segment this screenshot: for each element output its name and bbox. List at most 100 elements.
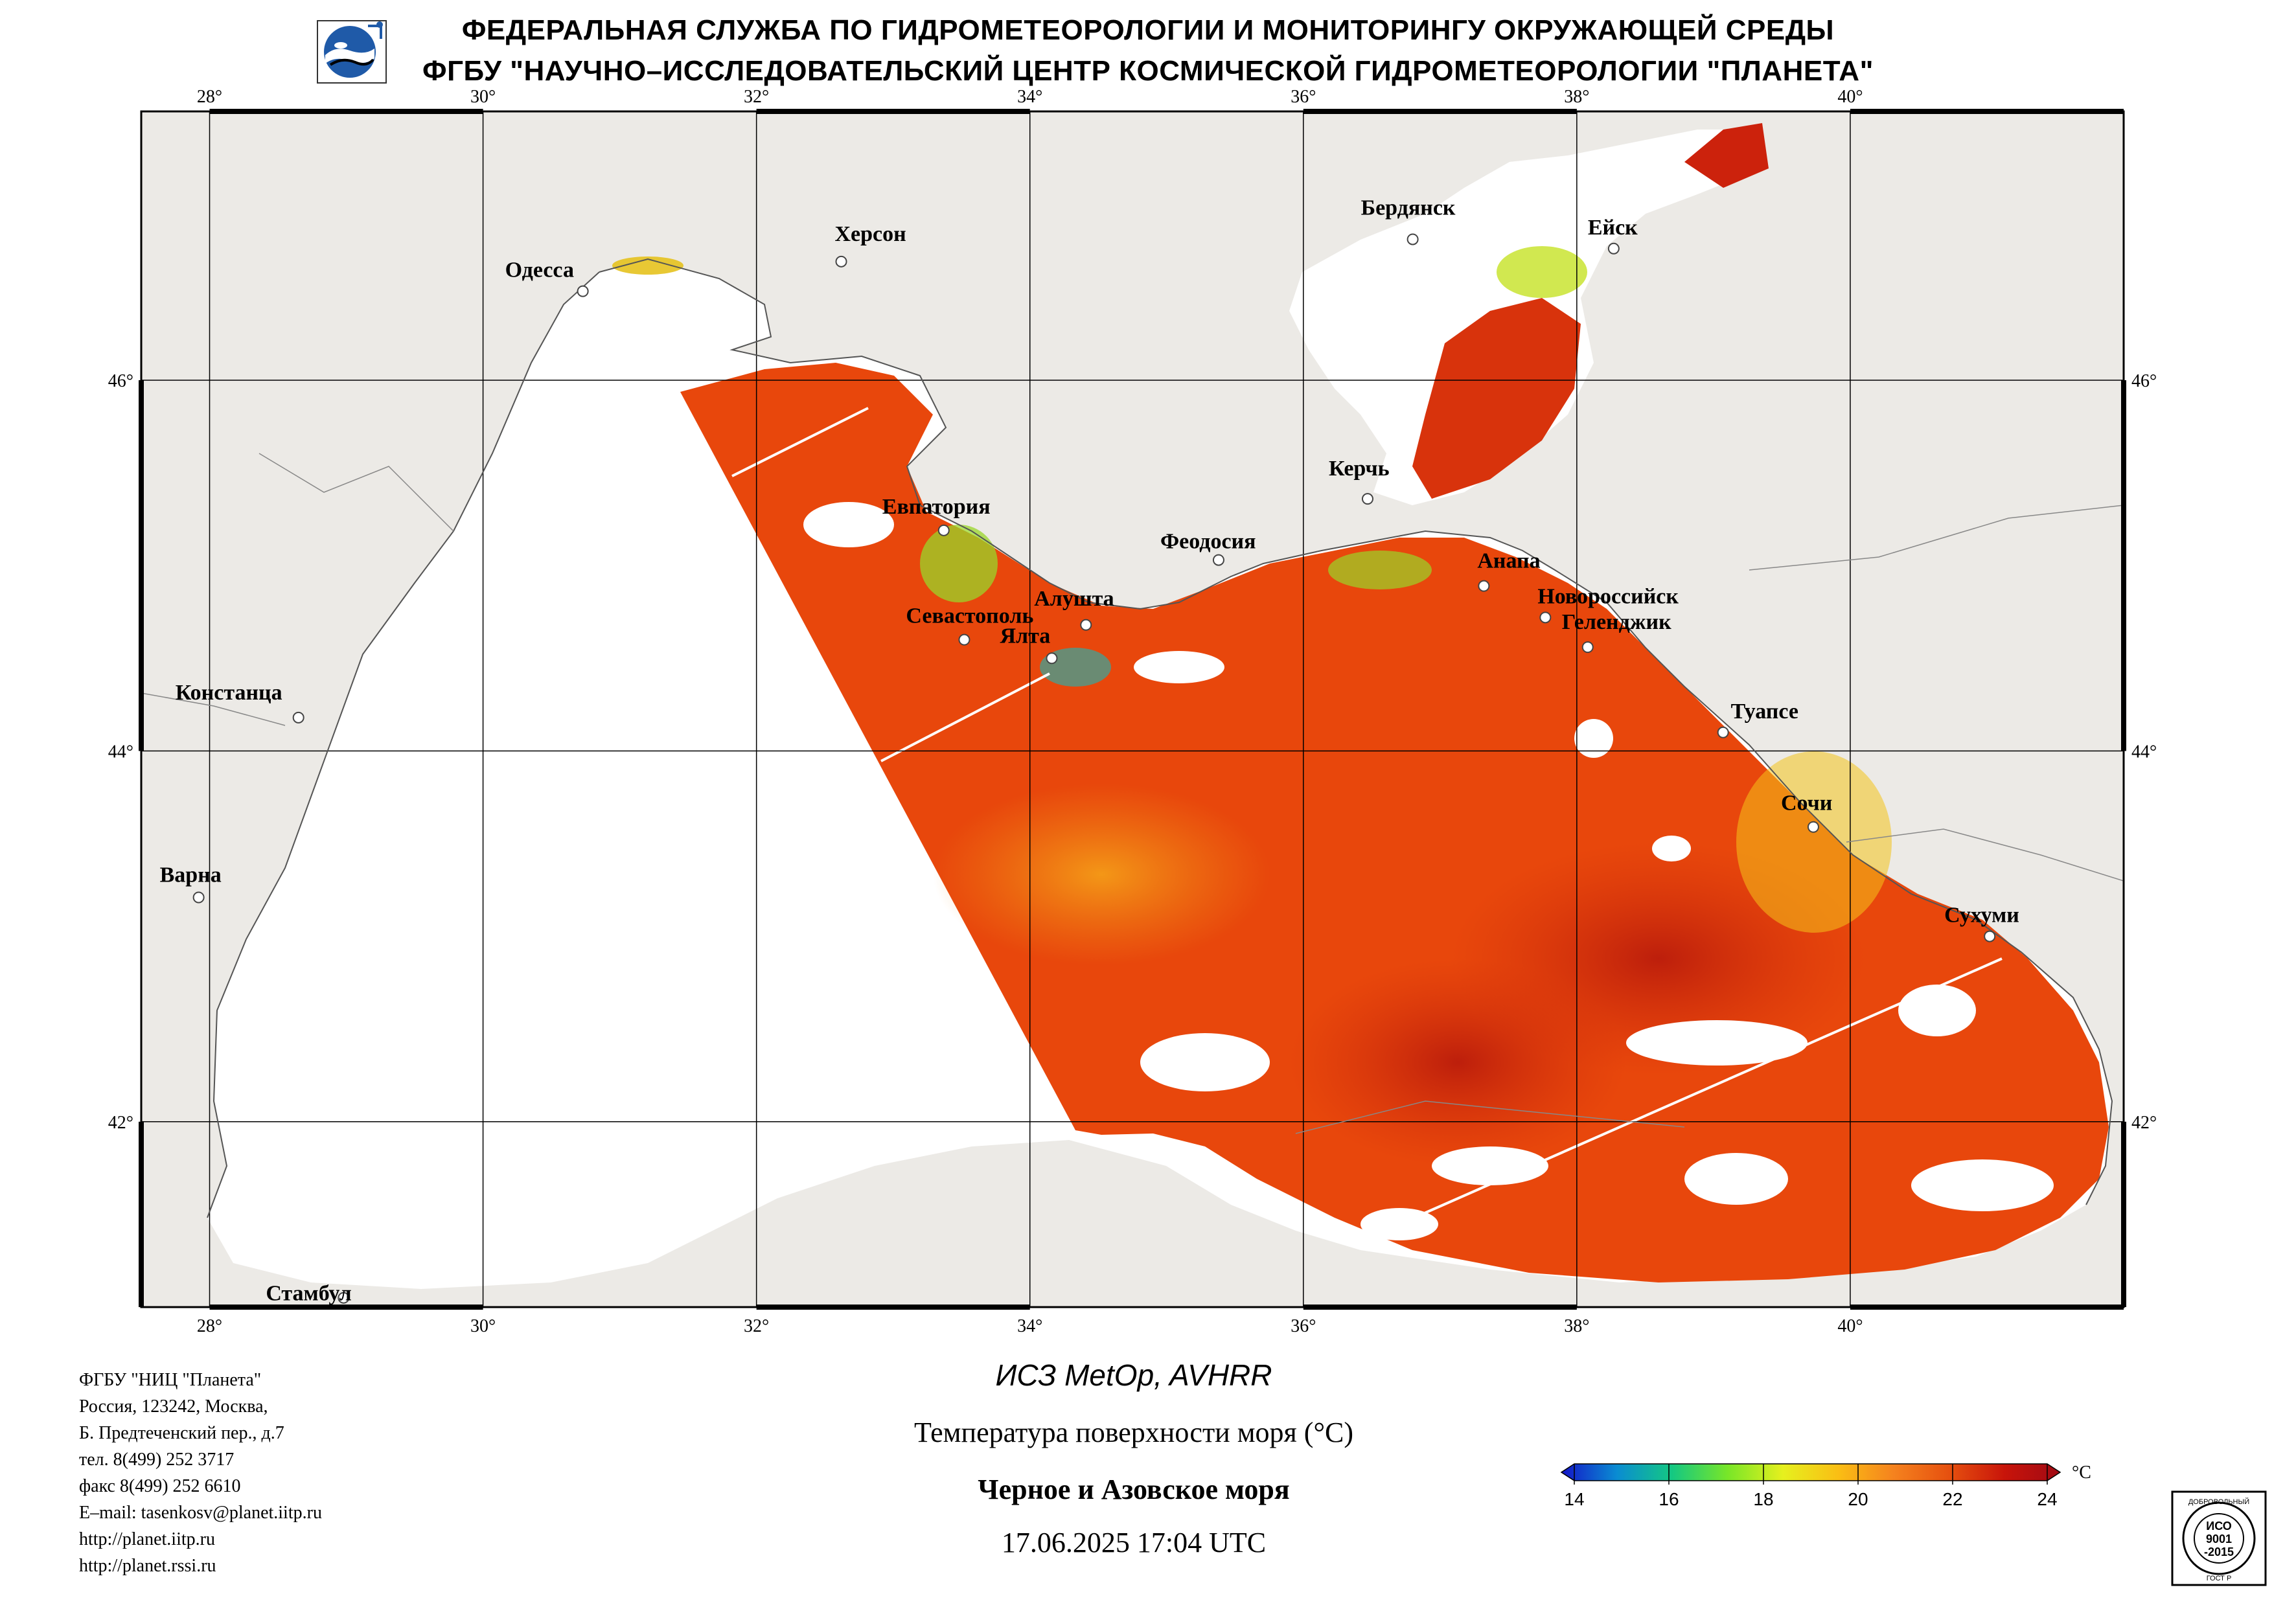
- lon-tick-label: 28°: [197, 1316, 222, 1336]
- city-label: Алушта: [1034, 587, 1114, 611]
- frame-bar: [756, 109, 1030, 114]
- frame-bar: [1303, 1305, 1577, 1310]
- city-marker: [1212, 554, 1224, 566]
- city-marker: [835, 255, 847, 268]
- lon-tick-label: 32°: [744, 1316, 769, 1336]
- frame-bar: [1303, 109, 1577, 114]
- legend-tick-label: 14: [1564, 1489, 1584, 1509]
- city-label: Херсон: [834, 222, 906, 246]
- address-line2: Б. Предтеченский пер., д.7: [79, 1423, 284, 1443]
- website-link-1[interactable]: http://planet.iitp.ru: [79, 1529, 215, 1549]
- lon-tick-label: 38°: [1564, 1316, 1589, 1336]
- header-title-line1: ФЕДЕРАЛЬНАЯ СЛУЖБА ПО ГИДРОМЕТЕОРОЛОГИИ …: [461, 14, 1835, 46]
- city-label: Туапсе: [1731, 700, 1798, 724]
- iso-cert-badge: ДОБРОВОЛЬНЫЙ ИСО 9001 -2015 ГОСТ Р: [2171, 1490, 2267, 1586]
- city-label: Варна: [160, 863, 222, 887]
- frame-bar: [209, 109, 483, 114]
- cert-top-text: ДОБРОВОЛЬНЫЙ: [2188, 1498, 2249, 1506]
- email-link[interactable]: E–mail: tasenkosv@planet.iitp.ru: [79, 1503, 322, 1523]
- azov-north-sst: [1684, 123, 1769, 188]
- fax: факс 8(499) 252 6610: [79, 1476, 241, 1496]
- lat-tick-label: 46°: [2131, 371, 2157, 391]
- cert-bottom-text: ГОСТ Р: [2207, 1575, 2232, 1582]
- cool-anomaly: [933, 784, 1270, 965]
- legend-unit: °C: [2072, 1463, 2091, 1483]
- city-marker: [1080, 619, 1092, 631]
- city-label: Одесса: [505, 258, 574, 282]
- legend-tick-label: 20: [1848, 1489, 1868, 1509]
- city-marker: [1581, 641, 1594, 654]
- frame-bar: [139, 380, 144, 751]
- city-marker: [1478, 580, 1490, 592]
- parameter-caption: Температура поверхности моря (°C): [913, 1417, 1354, 1448]
- website-link-2[interactable]: http://planet.rssi.ru: [79, 1556, 216, 1576]
- lat-tick-label: 42°: [108, 1113, 133, 1133]
- city-marker: [1607, 242, 1620, 255]
- city-label: Ялта: [1000, 624, 1050, 648]
- lon-labels-top: 28° 30° 32° 34° 36° 38° 40°: [197, 87, 1863, 107]
- city-marker: [1807, 821, 1819, 833]
- frame-bar: [2121, 1121, 2126, 1307]
- lat-tick-label: 46°: [108, 371, 133, 391]
- graticule: [141, 111, 2124, 1307]
- coastal-cool-zone: [1736, 751, 1892, 933]
- cert-line1: ИСО: [2206, 1520, 2232, 1533]
- lon-tick-label: 40°: [1837, 87, 1863, 107]
- city-label: Феодосия: [1160, 530, 1256, 554]
- lat-labels-left: 46° 44° 42°: [108, 371, 133, 1133]
- lon-tick-label: 34°: [1017, 1316, 1042, 1336]
- city-label: Бердянск: [1361, 196, 1456, 220]
- color-legend: 14 16 18 20 22 24 °C: [1560, 1463, 2091, 1509]
- city-marker: [1717, 726, 1729, 738]
- lat-tick-label: 42°: [2131, 1113, 2157, 1133]
- lon-tick-label: 32°: [744, 87, 769, 107]
- city-label: Анапа: [1477, 549, 1540, 573]
- cloud-patches: [803, 502, 2054, 1240]
- coastal-cool-zone: [612, 256, 683, 275]
- city-marker: [1046, 652, 1058, 665]
- coastal-cool-zone: [1328, 551, 1432, 589]
- frame-tick-bars: [139, 109, 2126, 1310]
- satellite-caption: ИСЗ MetOp, AVHRR: [995, 1358, 1272, 1392]
- coastline: [207, 258, 2113, 1218]
- city-marker: [192, 891, 205, 904]
- phone: тел. 8(499) 252 3717: [79, 1450, 235, 1470]
- lon-tick-label: 30°: [470, 87, 496, 107]
- city-marker: [1984, 930, 1996, 942]
- city-label: Стамбул: [266, 1282, 351, 1306]
- city-marker: [937, 524, 950, 536]
- frame-bar: [2121, 380, 2126, 751]
- city-label: Сочи: [1781, 792, 1832, 815]
- city-marker: [1539, 611, 1552, 624]
- city-label: Сухуми: [1944, 904, 2019, 928]
- lon-tick-label: 30°: [470, 1316, 496, 1336]
- city-marker: [577, 285, 589, 297]
- city-marker: [292, 711, 304, 724]
- lon-labels-bottom: 28° 30° 32° 34° 36° 38° 40°: [197, 1316, 1863, 1336]
- city-label: Ейск: [1588, 216, 1638, 240]
- lon-tick-label: 28°: [197, 87, 222, 107]
- lat-tick-label: 44°: [2131, 742, 2157, 762]
- lat-tick-label: 44°: [108, 742, 133, 762]
- legend-tick-label: 24: [2037, 1489, 2057, 1509]
- frame-bar: [139, 1121, 144, 1307]
- azov-sst: [1412, 298, 1581, 499]
- city-label: Констанца: [176, 681, 282, 705]
- borders: [141, 453, 2124, 1134]
- legend-tick-label: 22: [1942, 1489, 1962, 1509]
- city-marker: [338, 1292, 350, 1304]
- address-line1: Россия, 123242, Москва,: [79, 1396, 268, 1417]
- city-markers: Одесса Херсон Бердянск Ейск Евпатория Керчь Фе…: [160, 196, 2019, 1305]
- cert-line2: 9001: [2206, 1533, 2232, 1545]
- city-label: Евпатория: [882, 495, 991, 519]
- warm-anomaly: [1289, 959, 1626, 1166]
- cert-line3: -2015: [2204, 1545, 2234, 1558]
- lon-tick-label: 36°: [1291, 1316, 1316, 1336]
- city-marker: [1361, 493, 1373, 505]
- region-caption: Черное и Азовское моря: [978, 1474, 1290, 1505]
- lat-labels-right: 46° 44° 42°: [2131, 371, 2157, 1133]
- org-name: ФГБУ "НИЦ "Планета": [79, 1370, 262, 1390]
- lon-tick-label: 34°: [1017, 87, 1042, 107]
- legend-tick-label: 18: [1753, 1489, 1773, 1509]
